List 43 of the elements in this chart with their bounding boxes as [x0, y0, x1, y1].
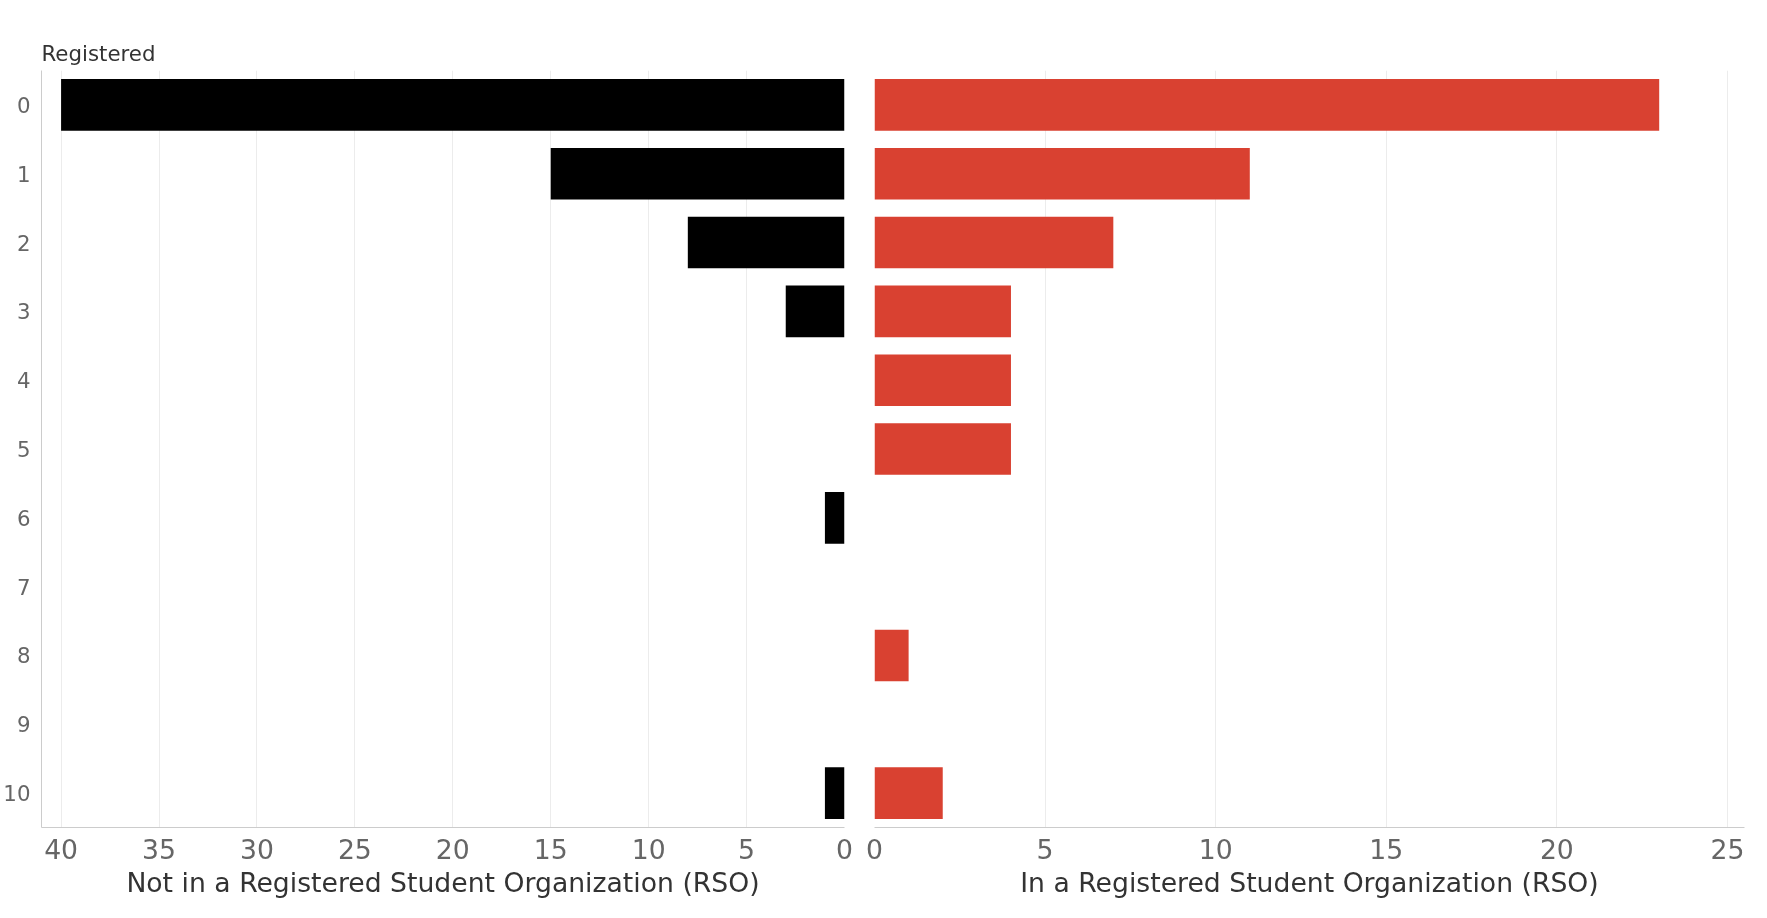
y-tick-label: 8: [16, 643, 31, 669]
bar: [874, 767, 943, 819]
x-tick-label: 10: [1198, 833, 1233, 865]
y-axis-title: Registered: [41, 40, 156, 66]
y-tick-label: 6: [16, 505, 31, 531]
x-tick-label: 35: [142, 833, 176, 865]
x-tick-label: 25: [1710, 833, 1745, 865]
bar: [874, 354, 1011, 406]
bar: [874, 629, 909, 682]
x-tick-label: 0: [836, 833, 853, 865]
y-tick-label: 4: [16, 368, 31, 394]
y-tick-label: 7: [16, 574, 31, 600]
x-tick-label: 20: [435, 833, 470, 865]
bar: [874, 79, 1660, 131]
x-tick-label: 10: [631, 833, 666, 865]
x-axis-title: Not in a Registered Student Organization (RSO): [126, 866, 760, 898]
x-tick-label: 5: [1036, 833, 1054, 865]
x-tick-label: 5: [738, 833, 756, 865]
bar: [874, 423, 1011, 475]
bar: [874, 285, 1011, 338]
y-tick-label: 3: [16, 299, 31, 325]
x-tick-label: 30: [239, 833, 274, 865]
bar: [874, 147, 1250, 200]
bar: [785, 285, 845, 338]
x-tick-label: 0: [866, 833, 883, 865]
x-tick-label: 20: [1539, 833, 1574, 865]
bar: [824, 492, 845, 544]
x-tick-label: 40: [44, 833, 79, 865]
y-tick-label: 2: [16, 230, 31, 256]
bar: [687, 216, 845, 269]
bar: [61, 79, 845, 131]
x-tick-label: 25: [337, 833, 372, 865]
bar: [874, 216, 1114, 269]
x-tick-label: 15: [533, 833, 568, 865]
bar: [550, 147, 845, 200]
y-tick-label: 10: [3, 781, 31, 807]
y-tick-label: 0: [16, 92, 31, 118]
x-axis-title: In a Registered Student Organization (RSO): [1020, 866, 1599, 898]
y-tick-label: 5: [16, 437, 31, 462]
y-tick-label: 1: [16, 161, 31, 187]
x-tick-label: 15: [1369, 833, 1404, 865]
bar: [824, 767, 845, 819]
y-tick-label: 9: [16, 712, 31, 738]
